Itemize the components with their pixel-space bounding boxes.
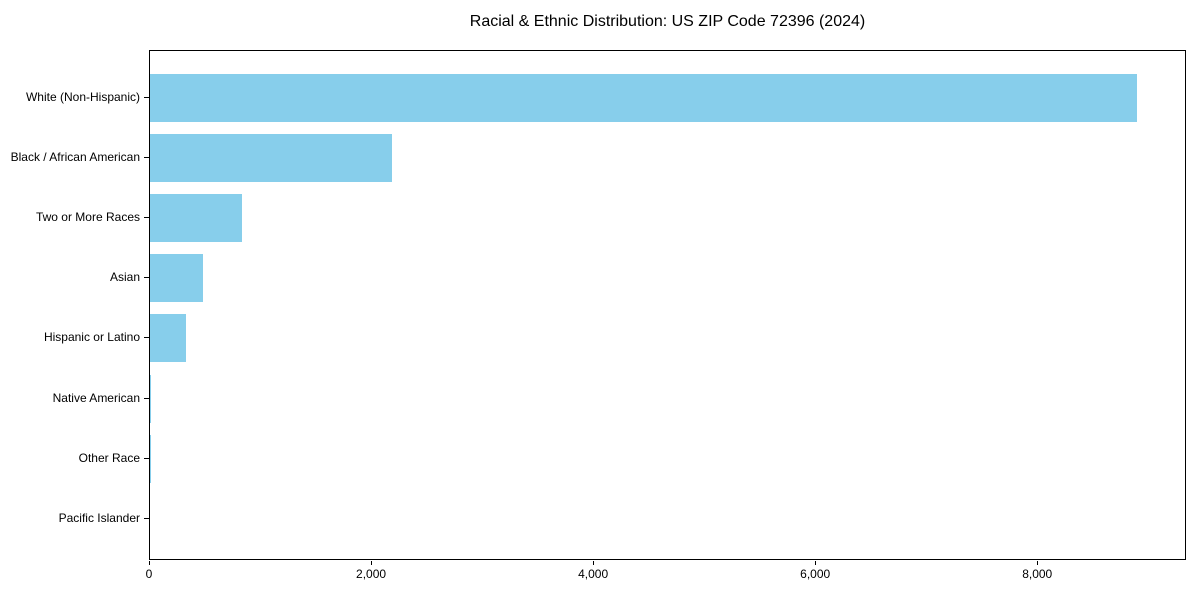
x-tick-mark	[371, 561, 373, 565]
y-tick-label: Asian	[109, 270, 140, 285]
y-tick-label: Other Race	[78, 450, 140, 465]
y-tick-mark	[144, 96, 149, 98]
y-tick-label: Pacific Islander	[58, 510, 140, 525]
y-tick-label: Two or More Races	[35, 209, 140, 224]
x-tick-label: 8,000	[1022, 567, 1053, 581]
bar	[150, 374, 152, 423]
y-tick-mark	[144, 337, 149, 339]
x-tick-mark	[1037, 561, 1039, 565]
x-tick-mark	[149, 561, 150, 565]
y-tick-label: Black / African American	[10, 149, 140, 164]
bar	[150, 434, 151, 483]
y-tick-label: White (Non-Hispanic)	[25, 89, 140, 104]
x-tick-mark	[593, 561, 595, 565]
bar	[150, 314, 186, 363]
bar	[150, 193, 243, 242]
bar	[150, 73, 1138, 122]
y-tick-mark	[144, 457, 149, 459]
x-tick-mark	[815, 561, 817, 565]
y-tick-mark	[144, 216, 149, 218]
y-tick-mark	[144, 156, 149, 158]
bar	[150, 254, 204, 303]
y-tick-mark	[144, 517, 149, 519]
x-tick-label: 0	[145, 567, 153, 581]
plot-area	[149, 50, 1186, 560]
y-tick-label: Hispanic or Latino	[43, 330, 140, 345]
x-tick-label: 4,000	[578, 567, 609, 581]
y-tick-mark	[144, 397, 149, 399]
y-tick-mark	[144, 277, 149, 279]
bar	[150, 133, 393, 182]
y-tick-label: Native American	[52, 390, 140, 405]
x-tick-label: 2,000	[356, 567, 387, 581]
x-tick-label: 6,000	[800, 567, 831, 581]
chart-title: Racial & Ethnic Distribution: US ZIP Cod…	[469, 13, 866, 30]
